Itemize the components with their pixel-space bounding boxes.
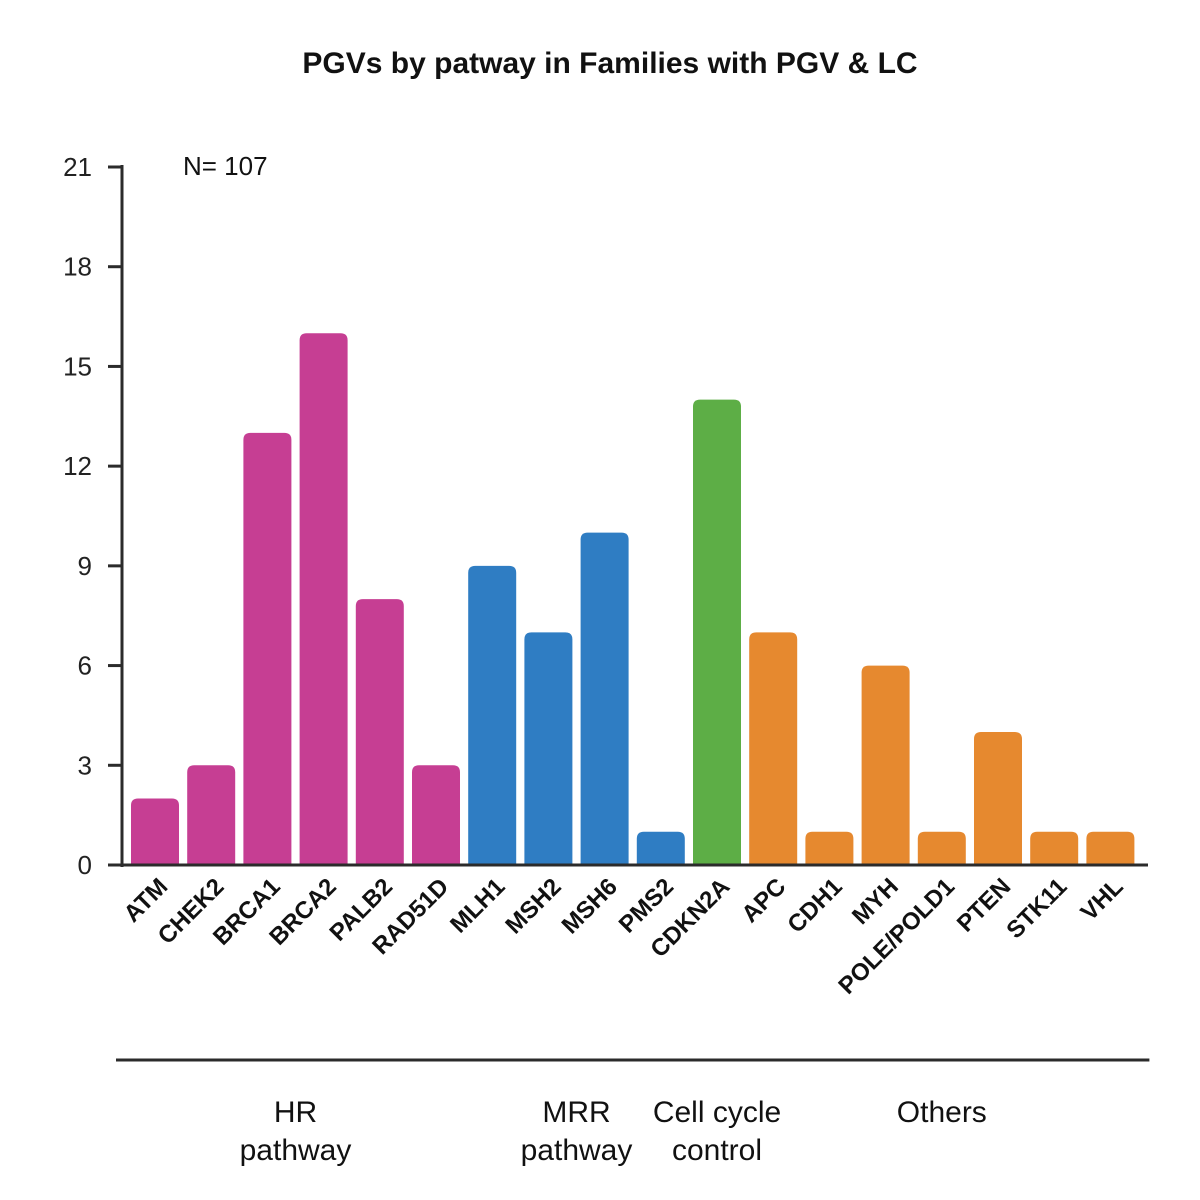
y-tick-label: 21 (63, 152, 92, 182)
x-tick-label: MSH6 (557, 873, 623, 939)
group-label: pathway (240, 1134, 352, 1167)
bar-brca2 (299, 333, 348, 865)
y-tick-label: 6 (78, 651, 92, 681)
chart-title: PGVs by patway in Families with PGV & LC (302, 47, 917, 80)
y-tick-label: 12 (63, 451, 92, 481)
x-tick-label: STK11 (1001, 873, 1072, 944)
bar-msh6 (580, 532, 629, 865)
bar-brca1 (243, 432, 292, 865)
bar-stk11 (1030, 831, 1079, 865)
y-tick-label: 0 (78, 850, 92, 880)
x-tick-labels: ATMCHEK2BRCA1BRCA2PALB2RAD51DMLH1MSH2MSH… (119, 873, 1129, 1000)
bar-cdh1 (805, 831, 854, 865)
x-tick-label: MSH2 (500, 873, 566, 939)
y-tick-label: 9 (78, 551, 92, 581)
bar-rad51d (412, 765, 460, 865)
bar-myh (861, 665, 910, 865)
x-tick-label: VHL (1076, 873, 1129, 926)
y-tick-label: 15 (63, 351, 92, 381)
group-label: Cell cycle (653, 1096, 781, 1129)
group-label: MRR (542, 1096, 610, 1129)
group-label: control (672, 1134, 762, 1167)
bar-palb2 (355, 599, 404, 865)
bar-msh2 (524, 632, 573, 865)
x-tick-label: CDH1 (782, 873, 847, 938)
bar-pms2 (636, 831, 685, 865)
sample-size-annotation: N= 107 (183, 151, 268, 181)
bars-layer (131, 333, 1135, 865)
bar-cdkn2a (693, 399, 741, 865)
y-tick-label: 3 (78, 750, 92, 780)
bar-mlh1 (468, 565, 517, 865)
group-brackets: HR pathway MRR pathway Cell cycle control Othe… (116, 1058, 1150, 1167)
group-label: HR (274, 1096, 317, 1129)
bar-chek2 (187, 765, 236, 865)
group-label: pathway (521, 1134, 633, 1167)
bar-apc (749, 632, 798, 865)
x-tick-label: MLH1 (445, 873, 510, 938)
bar-vhl (1086, 831, 1135, 865)
bar-pole-pold1 (917, 831, 966, 865)
axes-layer: 0 3 6 9 12 15 18 21 (63, 152, 1148, 880)
group-label: Others (897, 1096, 987, 1129)
bar-pten (974, 732, 1022, 865)
y-tick-label: 18 (63, 252, 92, 282)
bar-atm (131, 798, 179, 865)
